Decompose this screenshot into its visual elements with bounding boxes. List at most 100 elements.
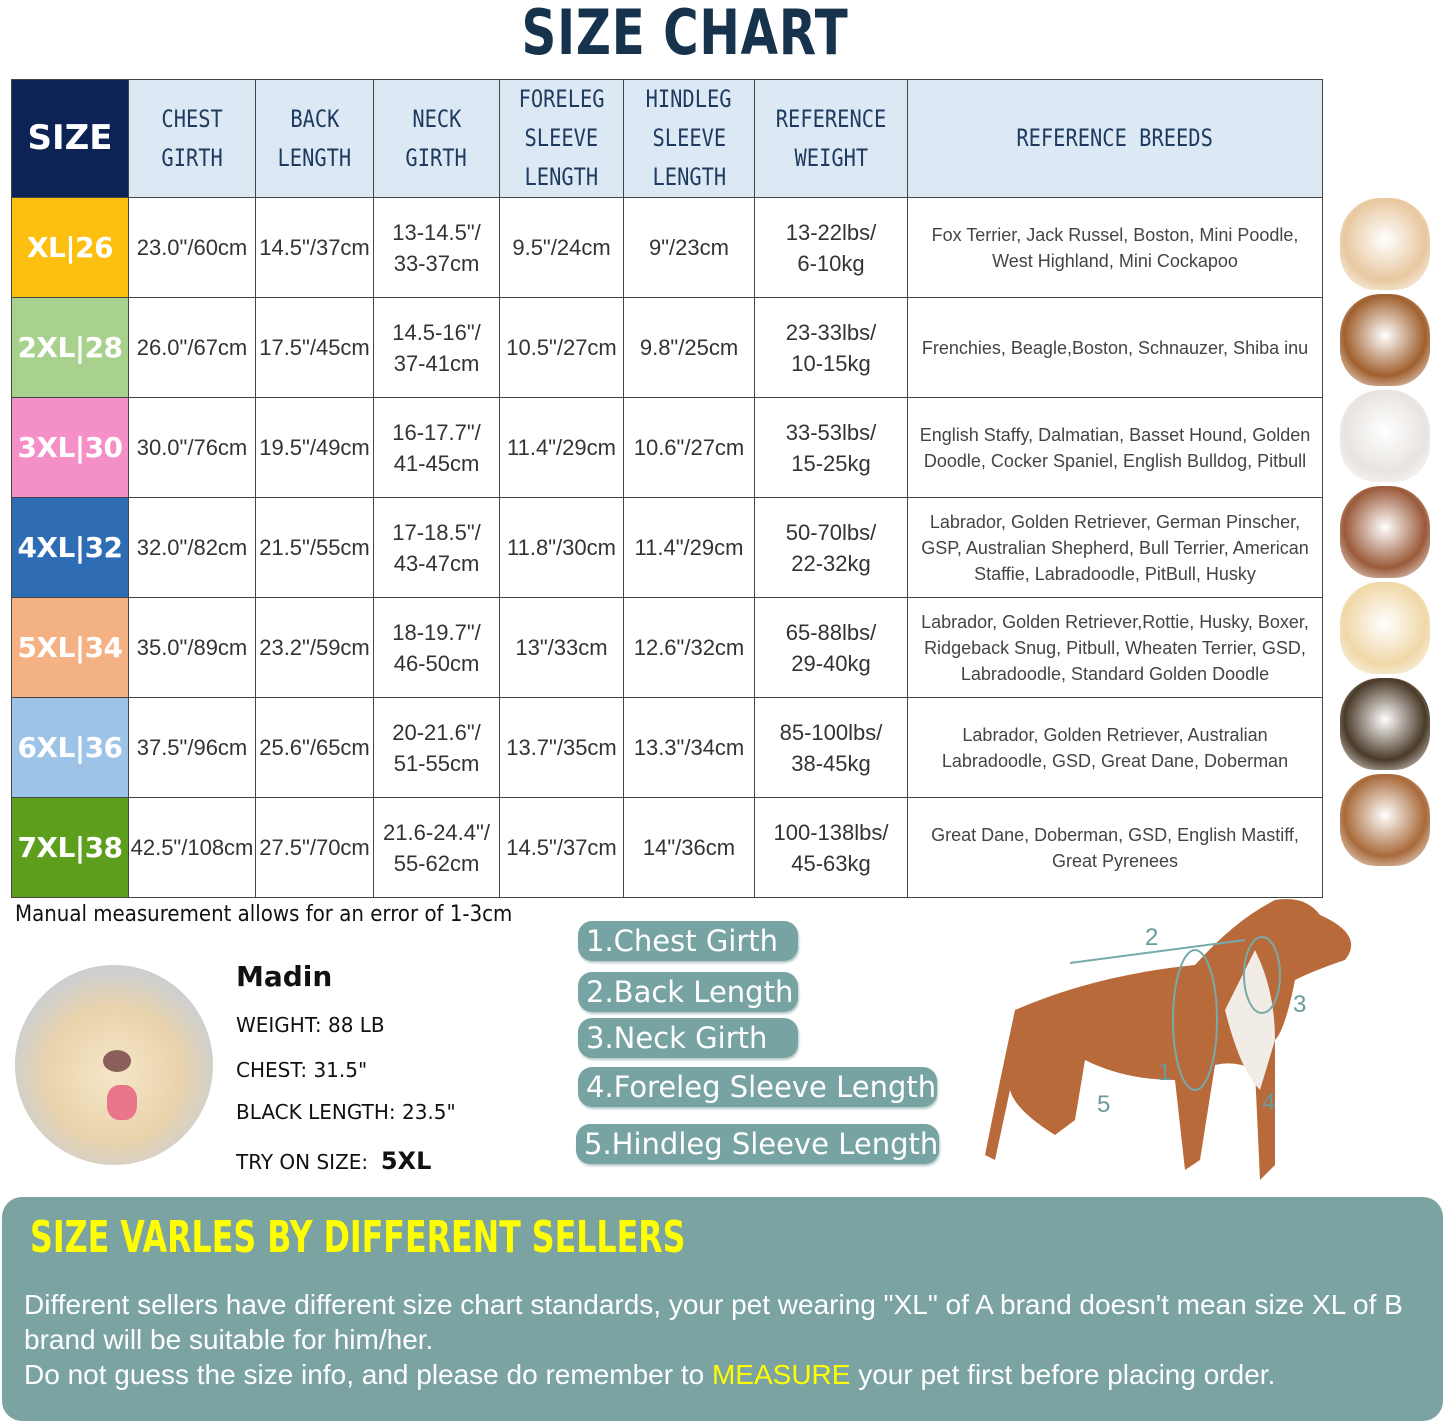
cell-weight-line: 50-70lbs/ — [785, 519, 877, 545]
cell-weight: 85-100lbs/38-45kg — [754, 697, 908, 798]
cell-hindleg: 13.3"/34cm — [623, 697, 755, 798]
header-chest-line: GIRTH — [161, 143, 223, 172]
breed-dog-photo — [1340, 486, 1430, 578]
breed-dog-photo — [1340, 678, 1430, 770]
cell-neck-line: 37-41cm — [393, 350, 480, 376]
cell-neck-line: 21.6-24.4"/ — [383, 819, 490, 845]
cell-foreleg: 13.7"/35cm — [499, 697, 624, 798]
size-row: 5XL|34 35.0"/89cm 23.2"/59cm 18-19.7"/ 46-50… — [11, 597, 1323, 698]
header-hindleg-line: LENGTH — [652, 163, 726, 191]
measure-hindleg-sleeve: 5.Hindleg Sleeve Length — [576, 1124, 939, 1164]
try-size-label: TRY ON SIZE: — [236, 1150, 369, 1174]
cell-hindleg: 11.4"/29cm — [623, 497, 755, 598]
cell-foreleg: 11.8"/30cm — [499, 497, 624, 598]
cell-size: 5XL|34 — [11, 597, 129, 698]
breed-dog-photo — [1340, 198, 1430, 290]
header-weight: REFERENCE WEIGHT — [754, 79, 908, 198]
cell-weight-line: 29-40kg — [791, 650, 871, 676]
cell-neck: 16-17.7"/ 41-45cm — [373, 397, 500, 498]
model-try-size: TRY ON SIZE: 5XL — [236, 1147, 431, 1175]
cell-chest: 42.5"/108cm — [128, 797, 256, 898]
cell-neck-line: 20-21.6"/ — [392, 719, 481, 745]
cell-weight-line: 85-100lbs/ — [779, 719, 883, 745]
size-row: 3XL|30 30.0"/76cm 19.5"/49cm 16-17.7"/ 41-45… — [11, 397, 1323, 498]
cell-breeds: Fox Terrier, Jack Russel, Boston, Mini P… — [907, 197, 1323, 298]
header-back-line: LENGTH — [277, 143, 352, 172]
cell-weight: 13-22lbs/6-10kg — [754, 197, 908, 298]
cell-breeds: Labrador, Golden Retriever, German Pinsc… — [907, 497, 1323, 598]
size-row: 7XL|38 42.5"/108cm 27.5"/70cm 21.6-24.4"/ 55… — [11, 797, 1323, 898]
header-foreleg: FORELEG SLEEVE LENGTH — [499, 79, 624, 198]
cell-breeds: English Staffy, Dalmatian, Basset Hound,… — [907, 397, 1323, 498]
cell-back: 14.5"/37cm — [255, 197, 374, 298]
panel-line-2: Do not guess the size info, and please d… — [24, 1357, 1439, 1392]
cell-back: 21.5"/55cm — [255, 497, 374, 598]
cell-neck-line: 41-45cm — [393, 450, 480, 476]
diagram-label-1: 1 — [1158, 1059, 1171, 1086]
breed-dog-photo — [1340, 294, 1430, 386]
cell-neck-line: 55-62cm — [393, 850, 480, 876]
cell-back: 19.5"/49cm — [255, 397, 374, 498]
cell-back: 23.2"/59cm — [255, 597, 374, 698]
header-hindleg: HINDLEG SLEEVE LENGTH — [623, 79, 755, 198]
cell-size: 6XL|36 — [11, 697, 129, 798]
cell-weight-line: 6-10kg — [797, 250, 865, 276]
cell-back: 25.6"/65cm — [255, 697, 374, 798]
model-weight: WEIGHT: 88 LB — [236, 1013, 385, 1037]
measurement-note: Manual measurement allows for an error o… — [15, 902, 513, 927]
header-size: SIZE — [11, 79, 129, 198]
header-chest-line: CHEST — [161, 104, 223, 133]
cell-chest: 26.0"/67cm — [128, 297, 256, 398]
cell-neck: 20-21.6"/ 51-55cm — [373, 697, 500, 798]
cell-weight-line: 10-15kg — [791, 350, 871, 376]
cell-weight-line: 45-63kg — [791, 850, 871, 876]
cell-neck-line: 13-14.5"/ — [392, 219, 481, 245]
size-row: 2XL|28 26.0"/67cm 17.5"/45cm 14.5-16"/ 37-41… — [11, 297, 1323, 398]
cell-hindleg: 10.6"/27cm — [623, 397, 755, 498]
cell-weight: 33-53lbs/15-25kg — [754, 397, 908, 498]
cell-neck: 18-19.7"/ 46-50cm — [373, 597, 500, 698]
header-size-label: SIZE — [27, 118, 113, 158]
cell-weight: 23-33lbs/10-15kg — [754, 297, 908, 398]
cell-foreleg: 9.5"/24cm — [499, 197, 624, 298]
diagram-label-5: 5 — [1097, 1091, 1110, 1118]
cell-chest: 23.0"/60cm — [128, 197, 256, 298]
cell-foreleg: 13"/33cm — [499, 597, 624, 698]
panel-line-2a: Do not guess the size info, and please d… — [24, 1359, 712, 1390]
cell-chest: 35.0"/89cm — [128, 597, 256, 698]
measure-foreleg-sleeve: 4.Foreleg Sleeve Length — [578, 1067, 937, 1107]
header-breeds-label: REFERENCE BREEDS — [1016, 124, 1214, 152]
measure-neck-girth: 3.Neck Girth — [578, 1018, 798, 1058]
model-dog-photo — [15, 965, 213, 1165]
cell-neck-line: 18-19.7"/ — [392, 619, 481, 645]
header-weight-line: REFERENCE — [775, 104, 887, 133]
cell-neck-line: 17-18.5"/ — [392, 519, 481, 545]
header-foreleg-line: FORELEG — [518, 85, 605, 113]
cell-weight-line: 100-138lbs/ — [773, 819, 889, 845]
header-hindleg-line: SLEEVE — [652, 124, 726, 152]
header-back-line: BACK — [289, 104, 340, 133]
cell-weight: 100-138lbs/45-63kg — [754, 797, 908, 898]
cell-weight-line: 33-53lbs/ — [785, 419, 877, 445]
cell-breeds: Labrador, Golden Retriever,Rottie, Husky… — [907, 597, 1323, 698]
panel-line-1: Different sellers have different size ch… — [24, 1289, 1403, 1355]
cell-back: 17.5"/45cm — [255, 297, 374, 398]
cell-neck: 21.6-24.4"/ 55-62cm — [373, 797, 500, 898]
panel-line-2c: your pet first before placing order. — [850, 1359, 1276, 1390]
cell-neck-line: 46-50cm — [393, 650, 480, 676]
cell-breeds: Labrador, Golden Retriever, Australian L… — [907, 697, 1323, 798]
measure-back-length: 2.Back Length — [578, 972, 798, 1012]
size-row: XL|26 23.0"/60cm 14.5"/37cm 13-14.5"/ 33-37c… — [11, 197, 1323, 298]
seller-warning-panel — [2, 1197, 1443, 1421]
cell-breeds: Frenchies, Beagle,Boston, Schnauzer, Shi… — [907, 297, 1323, 398]
cell-weight-line: 22-32kg — [791, 550, 871, 576]
header-hindleg-line: HINDLEG — [646, 85, 732, 113]
size-table: SIZE CHEST GIRTH BACK LENGTH NECK GIRTH FORELEG… — [11, 79, 1323, 898]
cell-weight-line: 15-25kg — [791, 450, 871, 476]
breed-photos — [1332, 194, 1437, 870]
header-breeds: REFERENCE BREEDS — [907, 79, 1323, 198]
panel-title: SIZE VARLES BY DIFFERENT SELLERS — [30, 1212, 686, 1263]
breed-dog-photo — [1340, 774, 1430, 866]
cell-back: 27.5"/70cm — [255, 797, 374, 898]
page-title: SIZE CHART — [521, 0, 849, 69]
